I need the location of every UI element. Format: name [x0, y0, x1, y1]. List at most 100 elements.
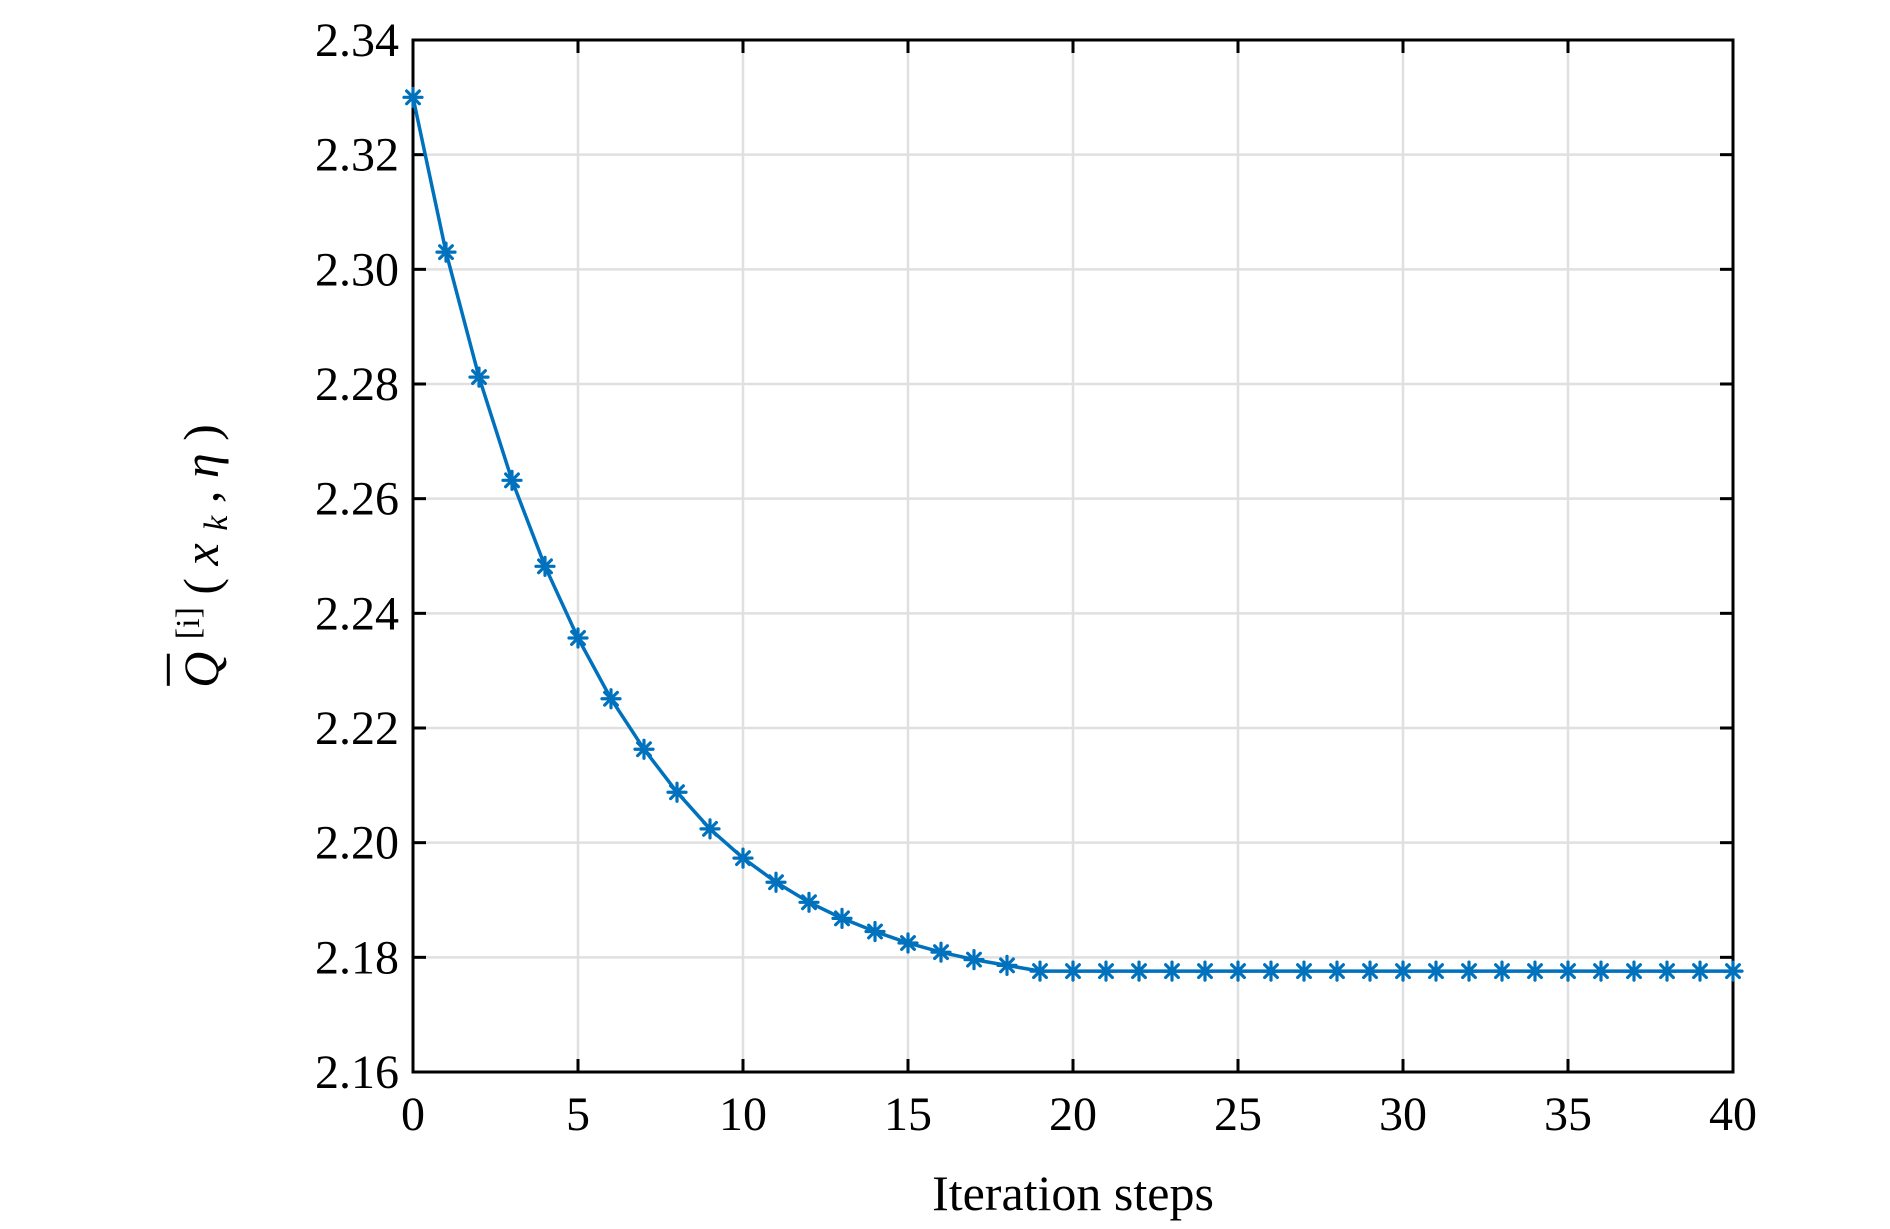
x-axis-title: Iteration steps	[932, 1165, 1214, 1221]
marker-stroke	[636, 741, 652, 758]
marker-stroke	[669, 784, 685, 801]
marker-stroke	[1593, 963, 1609, 980]
series	[402, 86, 1744, 982]
x-tick-label: 5	[566, 1088, 590, 1141]
data-point-marker	[600, 688, 622, 710]
x-tick-label: 25	[1214, 1088, 1262, 1141]
marker-stroke	[1296, 963, 1312, 980]
y-axis-title-arg2: η	[173, 453, 229, 478]
marker-stroke	[1032, 963, 1048, 980]
x-tick-label: 0	[401, 1088, 425, 1141]
marker-stroke	[1197, 963, 1213, 980]
data-point-marker	[1161, 960, 1183, 982]
marker-stroke	[768, 874, 784, 891]
y-tick-label: 2.28	[315, 358, 399, 411]
marker-stroke	[966, 951, 982, 968]
marker-stroke	[1230, 963, 1246, 980]
data-point-marker	[435, 241, 457, 263]
y-axis-title-superscript: [i]	[170, 607, 207, 639]
marker-stroke	[1725, 963, 1741, 980]
data-point-marker	[1359, 960, 1381, 982]
data-point-marker	[963, 949, 985, 971]
data-point-marker	[1029, 960, 1051, 982]
y-tick-label: 2.18	[315, 931, 399, 984]
marker-stroke	[504, 472, 520, 489]
data-point-marker	[930, 941, 952, 963]
data-point-marker	[534, 555, 556, 577]
data-point-marker	[468, 366, 490, 388]
marker-stroke	[570, 630, 586, 646]
marker-stroke	[1131, 963, 1147, 980]
marker-stroke	[999, 957, 1015, 974]
data-point-marker	[1590, 960, 1612, 982]
marker-stroke	[702, 820, 718, 837]
data-point-marker	[732, 847, 754, 869]
marker-stroke	[1560, 963, 1576, 980]
marker-stroke	[1461, 963, 1477, 980]
data-point-marker	[402, 86, 424, 108]
data-point-marker	[1656, 960, 1678, 982]
y-axis-title-open-paren: (	[173, 578, 229, 595]
marker-stroke	[867, 923, 883, 940]
data-point-marker	[1557, 960, 1579, 982]
marker-stroke	[1527, 963, 1543, 980]
data-point-marker	[798, 891, 820, 913]
data-point-marker	[699, 818, 721, 840]
data-point-marker	[1392, 960, 1414, 982]
y-axis-title-arg1: x	[173, 543, 229, 566]
data-point-marker	[897, 932, 919, 954]
data-point-marker	[996, 954, 1018, 976]
marker-stroke	[900, 935, 916, 951]
y-tick-label: 2.30	[315, 243, 399, 296]
marker-stroke	[1164, 963, 1180, 980]
data-point-marker	[1458, 960, 1480, 982]
marker-stroke	[471, 369, 487, 386]
x-tick-label: 10	[719, 1088, 767, 1141]
y-axis-title-separator: ,	[173, 478, 229, 503]
data-point-marker	[1623, 960, 1645, 982]
data-point-marker	[1524, 960, 1546, 982]
y-tick-label: 2.16	[315, 1046, 399, 1099]
marker-stroke	[1395, 963, 1411, 980]
axes: 0 5 10 15 20 25 30 35 40 2.16 2.18 2.20 2.22 2.24 2.26…	[315, 14, 1757, 1141]
marker-stroke	[1494, 963, 1510, 980]
data-point-marker	[633, 738, 655, 760]
x-tick-label: 40	[1709, 1088, 1757, 1141]
x-tick-label: 35	[1544, 1088, 1592, 1141]
data-point-marker	[831, 907, 853, 929]
y-axis-title-arg1-subscript: k	[198, 515, 235, 531]
grid	[413, 40, 1733, 1072]
marker-stroke	[1329, 963, 1345, 980]
marker-stroke	[1065, 963, 1081, 980]
y-tick-label: 2.34	[315, 14, 399, 67]
marker-stroke	[1659, 963, 1675, 980]
marker-stroke	[1428, 963, 1444, 980]
labels: Iteration steps Q [i] ( x k , η )	[166, 424, 1214, 1221]
data-point-marker	[1326, 960, 1348, 982]
data-point-marker	[1128, 960, 1150, 982]
data-point-marker	[1293, 960, 1315, 982]
marker-stroke	[834, 910, 850, 927]
marker-stroke	[1626, 963, 1642, 980]
x-tick-label: 15	[884, 1088, 932, 1141]
marker-stroke	[801, 894, 817, 911]
data-point-marker	[1722, 960, 1744, 982]
y-tick-label: 2.22	[315, 702, 399, 755]
data-point-marker	[1260, 960, 1282, 982]
marker-stroke	[537, 558, 553, 575]
data-point-marker	[864, 920, 886, 943]
marker-stroke	[933, 944, 949, 961]
marker-stroke	[438, 244, 454, 261]
y-axis-title: Q [i] ( x k , η )	[170, 424, 234, 688]
data-point-marker	[1689, 960, 1711, 982]
x-tick-label: 20	[1049, 1088, 1097, 1141]
data-point-marker	[1062, 960, 1084, 982]
y-axis-title-base: Q	[173, 652, 229, 688]
x-tick-label: 30	[1379, 1088, 1427, 1141]
marker-stroke	[1362, 963, 1378, 980]
data-point-marker	[567, 627, 589, 649]
marker-stroke	[405, 89, 421, 106]
marker-stroke	[735, 850, 751, 867]
